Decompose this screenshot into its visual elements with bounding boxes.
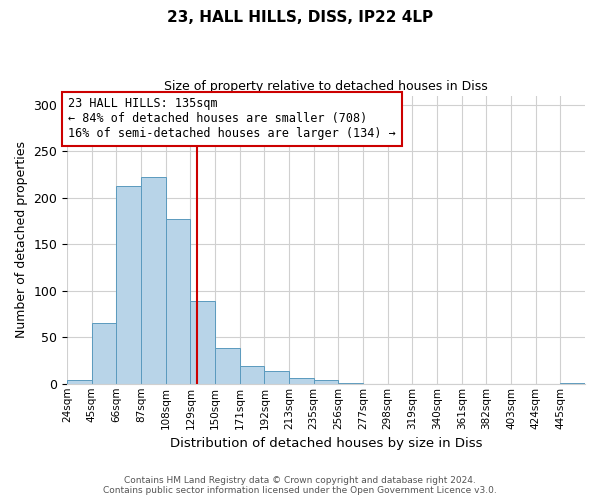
Bar: [92, 324, 116, 384]
Title: Size of property relative to detached houses in Diss: Size of property relative to detached ho…: [164, 80, 488, 93]
Bar: [560, 383, 585, 384]
Bar: [289, 378, 314, 384]
Bar: [116, 186, 141, 384]
Y-axis label: Number of detached properties: Number of detached properties: [15, 141, 28, 338]
Bar: [215, 348, 240, 384]
Text: 23, HALL HILLS, DISS, IP22 4LP: 23, HALL HILLS, DISS, IP22 4LP: [167, 10, 433, 25]
Text: Contains HM Land Registry data © Crown copyright and database right 2024.
Contai: Contains HM Land Registry data © Crown c…: [103, 476, 497, 495]
Bar: [240, 366, 265, 384]
Bar: [166, 219, 190, 384]
Bar: [314, 380, 338, 384]
Bar: [338, 383, 363, 384]
Text: 23 HALL HILLS: 135sqm
← 84% of detached houses are smaller (708)
16% of semi-det: 23 HALL HILLS: 135sqm ← 84% of detached …: [68, 98, 396, 140]
Bar: [265, 370, 289, 384]
Bar: [67, 380, 92, 384]
Bar: [141, 178, 166, 384]
X-axis label: Distribution of detached houses by size in Diss: Distribution of detached houses by size …: [170, 437, 482, 450]
Bar: [190, 301, 215, 384]
